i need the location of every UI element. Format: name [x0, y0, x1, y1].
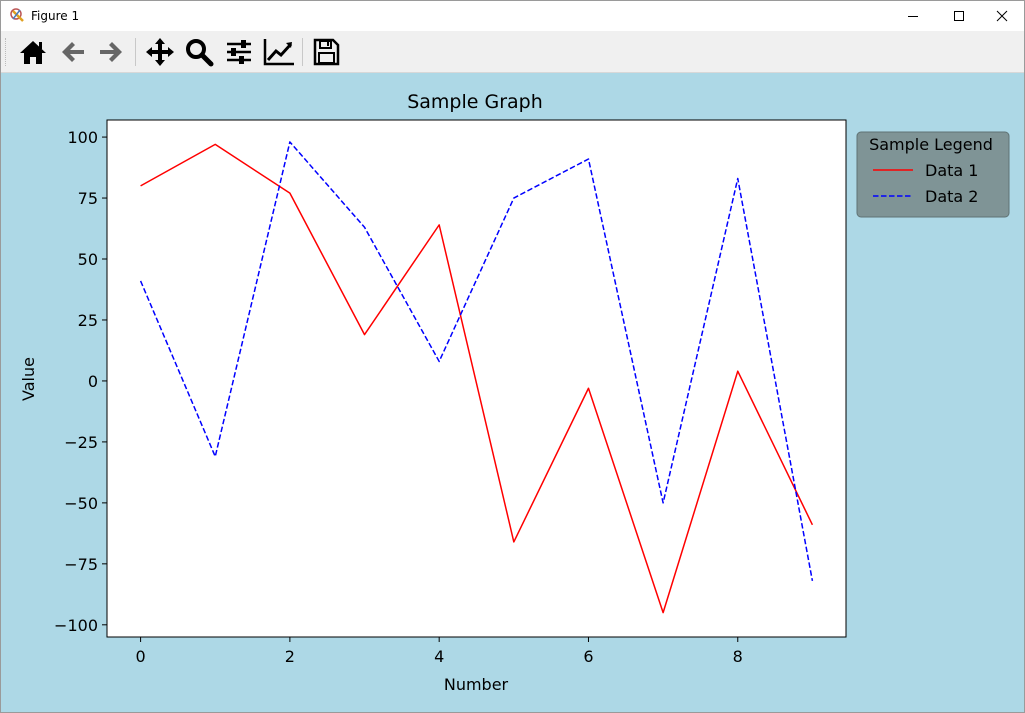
plot-area[interactable] [106, 119, 847, 638]
back-icon [62, 42, 84, 62]
zoom-icon [186, 39, 214, 67]
toolbar-grip [5, 38, 9, 66]
y-axis: −100 −75 −50 −25 0 25 50 75 100 [54, 128, 107, 635]
toolbar-separator [135, 38, 136, 66]
pan-icon [146, 38, 174, 66]
chart-title: Sample Graph [407, 91, 543, 113]
y-tick-label: −100 [54, 616, 98, 635]
close-icon [996, 10, 1008, 22]
x-tick-label: 8 [733, 647, 743, 666]
window-title: Figure 1 [31, 9, 80, 23]
x-axis-label: Number [444, 675, 509, 694]
minimize-icon [908, 16, 918, 17]
legend-label-data-2: Data 2 [925, 187, 978, 206]
edit-axis-icon [263, 39, 294, 66]
maximize-button[interactable] [936, 1, 982, 31]
series-line-data-2 [139, 141, 814, 582]
series-lines [139, 141, 814, 614]
y-tick-label: −50 [64, 494, 98, 513]
x-tick-label: 4 [434, 647, 444, 666]
subplots-icon [227, 40, 251, 64]
y-tick-label: 25 [78, 311, 98, 330]
forward-button[interactable] [94, 36, 128, 68]
save-button[interactable] [309, 36, 343, 68]
y-tick-label: 50 [78, 250, 98, 269]
title-bar[interactable]: Figure 1 [1, 1, 1024, 31]
chart: Sample Graph 0 2 4 6 8 −100 −75 −50 −25 0 25 50 75 1… [19, 91, 1010, 694]
customize-button[interactable] [262, 36, 296, 68]
forward-icon [100, 42, 122, 62]
y-tick-label: 0 [88, 372, 98, 391]
app-icon [10, 8, 24, 22]
legend: Sample Legend Data 1 Data 2 [856, 131, 1010, 218]
x-axis: 0 2 4 6 8 [135, 637, 743, 666]
back-button[interactable] [56, 36, 90, 68]
x-tick-label: 6 [583, 647, 593, 666]
save-icon [313, 38, 340, 66]
y-tick-label: −25 [64, 433, 98, 452]
x-tick-label: 2 [285, 647, 295, 666]
y-tick-label: 100 [67, 128, 98, 147]
legend-box [856, 131, 1010, 218]
legend-label-data-1: Data 1 [925, 161, 978, 180]
x-tick-label: 0 [135, 647, 145, 666]
minimize-button[interactable] [890, 1, 936, 31]
toolbar-separator [302, 38, 303, 66]
legend-title: Sample Legend [869, 135, 993, 154]
y-axis-label: Value [19, 357, 38, 401]
maximize-icon [954, 11, 964, 21]
subplots-button[interactable] [222, 36, 256, 68]
navigation-toolbar [1, 31, 1024, 73]
series-line-data-1 [140, 143, 814, 614]
close-button[interactable] [979, 1, 1024, 31]
y-tick-label: 75 [78, 189, 98, 208]
home-button[interactable] [16, 36, 50, 68]
pan-button[interactable] [143, 36, 177, 68]
zoom-button[interactable] [182, 36, 216, 68]
figure-canvas[interactable]: Sample Graph 0 2 4 6 8 −100 −75 −50 −25 0 25 50 75 1… [1, 73, 1024, 712]
y-tick-label: −75 [64, 555, 98, 574]
home-icon [20, 41, 46, 64]
